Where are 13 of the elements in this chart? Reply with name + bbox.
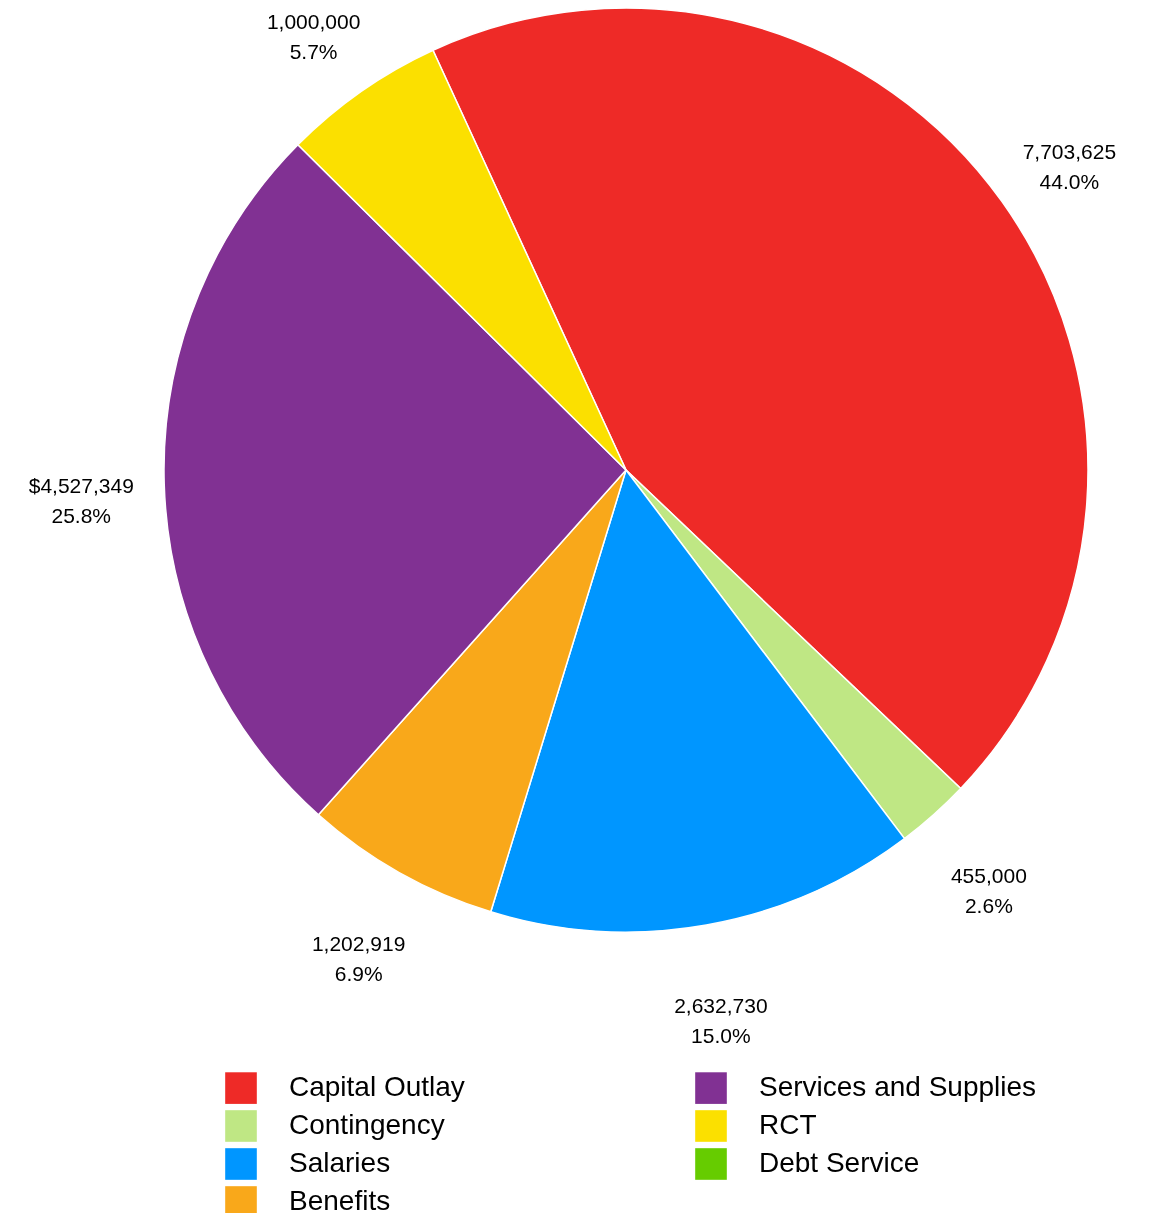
data-label: 1,000,000 5.7% xyxy=(266,10,361,64)
data-label: 7,703,625 44.0% xyxy=(1022,140,1117,194)
legend-label: Salaries xyxy=(289,1147,391,1178)
legend-label: Debt Service xyxy=(759,1147,920,1178)
data-label: $4,527,349 25.8% xyxy=(28,473,134,527)
legend-label: Capital Outlay xyxy=(289,1071,465,1103)
legend-label: RCT xyxy=(759,1109,817,1140)
legend-label: Contingency xyxy=(289,1109,445,1140)
legend-label: Benefits xyxy=(289,1185,391,1213)
legend-label: Services and Supplies xyxy=(759,1071,1037,1103)
data-label: 455,000 2.6% xyxy=(950,863,1027,917)
data-label: 1,202,919 6.9% xyxy=(311,931,406,985)
data-label: 2,632,730 15.0% xyxy=(674,993,768,1047)
